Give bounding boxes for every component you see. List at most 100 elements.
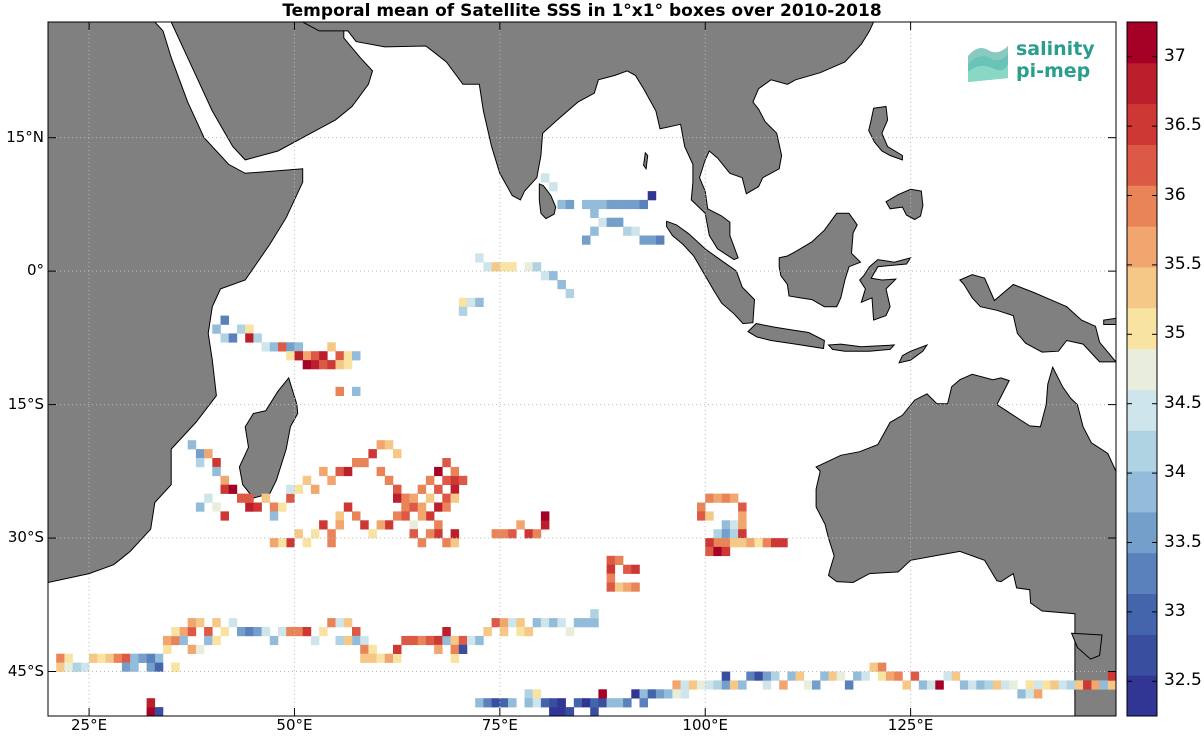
sss-cell	[327, 342, 336, 352]
sss-cell	[877, 671, 887, 681]
colorbar-segment	[1127, 511, 1157, 554]
sss-cell	[401, 502, 410, 512]
sss-cell	[623, 698, 632, 708]
map-title: Temporal mean of Satellite SSS in 1°x1° …	[282, 1, 882, 21]
map-border	[47, 21, 1117, 717]
sss-cell	[278, 627, 287, 637]
sss-cell	[713, 529, 722, 539]
sss-cell	[705, 680, 714, 690]
sss-cell	[1091, 680, 1100, 690]
sss-cell	[187, 618, 197, 628]
sss-cell	[984, 680, 994, 690]
sss-cell	[721, 493, 731, 503]
sss-cell	[269, 511, 279, 521]
colorbar-border	[1126, 21, 1158, 717]
sss-cell	[195, 458, 205, 468]
sss-cell	[212, 618, 221, 628]
sss-cell	[434, 502, 443, 512]
sss-cell	[499, 618, 509, 628]
sss-cell	[80, 662, 90, 672]
sss-cell	[639, 698, 648, 708]
colorbar-tick-label: 37	[1164, 45, 1186, 66]
sss-cell	[590, 698, 599, 708]
sss-cells	[56, 173, 1117, 717]
sss-cell	[771, 538, 780, 548]
sss-cell	[368, 449, 377, 459]
sss-cell	[237, 493, 246, 503]
sss-cell	[442, 635, 451, 646]
sss-cell	[97, 653, 106, 663]
sss-cell	[721, 529, 731, 539]
sss-cell	[532, 529, 542, 539]
colorbar-segment	[1127, 471, 1157, 513]
sss-cell	[582, 698, 591, 708]
sss-cell	[688, 680, 698, 690]
ocean-background	[48, 22, 1116, 716]
sss-cell	[557, 280, 566, 290]
sss-cell	[524, 529, 533, 539]
sss-cell	[499, 698, 509, 708]
sss-cell	[310, 529, 320, 539]
sss-cell	[713, 538, 722, 548]
latitude-label: 15°S	[7, 394, 44, 413]
sss-cell	[352, 458, 361, 468]
sss-cell	[237, 627, 246, 637]
sss-cell	[343, 360, 353, 370]
sss-cell	[729, 520, 739, 530]
sss-cell	[195, 502, 205, 512]
sss-cell	[631, 226, 640, 236]
sss-cell	[697, 511, 706, 521]
sss-cell	[557, 698, 566, 708]
sss-cell	[1099, 680, 1109, 690]
sss-cell	[549, 182, 558, 192]
logo-text-pi-mep: pi-mep	[1016, 60, 1091, 82]
colorbar-tick-label: 33.5	[1164, 531, 1202, 552]
colorbar-segment	[1127, 62, 1157, 105]
sss-cell	[549, 698, 558, 708]
sss-cell	[450, 538, 460, 548]
sss-cell	[779, 680, 788, 690]
salinity-pi-mep-logo: salinity pi-mep	[964, 38, 1104, 88]
sss-cell	[475, 253, 484, 263]
sss-cell	[762, 680, 772, 690]
sss-cell	[491, 698, 501, 708]
sss-cell	[532, 618, 542, 628]
sss-cell	[1058, 680, 1067, 690]
sss-cell	[409, 529, 418, 539]
sss-cell	[442, 502, 451, 512]
sss-cell	[302, 475, 312, 485]
colorbar-segment	[1127, 266, 1157, 309]
sss-cell	[467, 635, 476, 646]
sss-cell	[631, 564, 640, 574]
sss-cell	[204, 635, 213, 646]
latitude-label: 45°S	[7, 661, 44, 680]
sss-cell	[376, 466, 386, 477]
sss-cell	[393, 449, 402, 459]
sss-cell	[721, 546, 731, 557]
sss-cell	[163, 644, 172, 654]
sss-cell	[565, 707, 575, 717]
new-guinea-land	[959, 274, 1116, 363]
colorbar-segment	[1127, 552, 1157, 595]
sss-cell	[606, 217, 616, 227]
sss-cell	[335, 360, 344, 370]
sss-cell	[598, 199, 607, 210]
sss-cell	[508, 529, 517, 539]
sss-cell	[853, 671, 862, 681]
sss-cell	[302, 627, 312, 637]
sss-cell	[1025, 689, 1035, 699]
java-land	[747, 323, 825, 350]
sss-cell	[434, 529, 443, 539]
sss-cell	[220, 627, 229, 637]
sss-cell	[623, 564, 632, 574]
sss-cell	[376, 440, 386, 450]
longitude-label: 75°E	[481, 716, 518, 734]
sss-cell	[598, 689, 607, 699]
sss-cell	[1107, 671, 1117, 681]
sss-cell	[261, 493, 271, 503]
sss-cell	[310, 484, 320, 494]
sss-cell	[894, 671, 903, 681]
sss-cell	[450, 466, 460, 477]
sss-cell	[623, 582, 632, 592]
sss-cell	[902, 680, 911, 690]
